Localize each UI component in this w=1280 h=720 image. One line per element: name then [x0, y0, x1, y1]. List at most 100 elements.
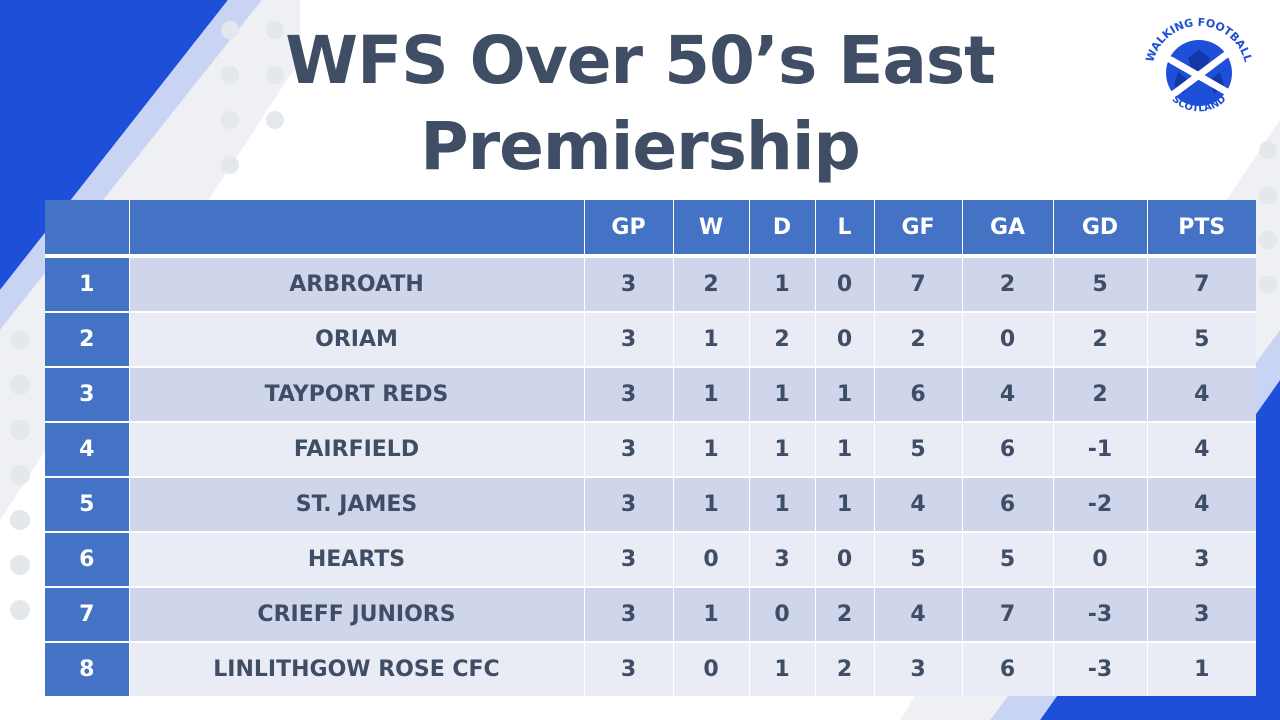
cell-gp: 3	[584, 531, 674, 587]
cell-pts: 5	[1147, 311, 1256, 367]
cell-pts: 3	[1147, 586, 1256, 642]
header-team	[129, 200, 585, 256]
table-row: 2 ORIAM 3 1 2 0 2 0 2 5	[45, 311, 1256, 367]
cell-gp: 3	[584, 476, 674, 532]
table-row: 1 ARBROATH 3 2 1 0 7 2 5 7	[45, 255, 1256, 312]
cell-team: ORIAM	[129, 311, 585, 367]
cell-gp: 3	[584, 255, 674, 312]
cell-d: 2	[749, 311, 816, 367]
header-ga: GA	[962, 200, 1054, 256]
cell-w: 0	[673, 531, 750, 587]
cell-gf: 5	[874, 531, 963, 587]
table-row: 8 LINLITHGOW ROSE CFC 3 0 1 2 3 6 -3 1	[45, 641, 1256, 696]
cell-pts: 4	[1147, 421, 1256, 477]
table-row: 7 CRIEFF JUNIORS 3 1 0 2 4 7 -3 3	[45, 586, 1256, 642]
cell-w: 1	[673, 476, 750, 532]
cell-w: 1	[673, 311, 750, 367]
cell-pts: 1	[1147, 641, 1256, 696]
header-l: L	[815, 200, 875, 256]
cell-d: 1	[749, 421, 816, 477]
cell-l: 1	[815, 421, 875, 477]
cell-gp: 3	[584, 641, 674, 696]
cell-w: 0	[673, 641, 750, 696]
dot-pattern	[10, 21, 1277, 620]
football-saltire-icon	[1166, 40, 1232, 106]
cell-l: 0	[815, 311, 875, 367]
cell-team: ST. JAMES	[129, 476, 585, 532]
header-gf: GF	[874, 200, 963, 256]
cell-d: 1	[749, 255, 816, 312]
cell-gd: 0	[1053, 531, 1148, 587]
cell-ga: 4	[962, 366, 1054, 422]
cell-w: 1	[673, 586, 750, 642]
cell-gf: 5	[874, 421, 963, 477]
cell-w: 1	[673, 421, 750, 477]
cell-gd: 2	[1053, 366, 1148, 422]
cell-ga: 6	[962, 476, 1054, 532]
walking-football-scotland-logo: WALKING FOOTBALL SCOTLAND	[1143, 16, 1254, 115]
cell-ga: 6	[962, 421, 1054, 477]
cell-team: HEARTS	[129, 531, 585, 587]
table-body: 1 ARBROATH 3 2 1 0 7 2 5 7 2 ORIAM 3 1 2 0 2 0 2 5 3 TAYPORT …	[45, 255, 1256, 696]
cell-gd: -1	[1053, 421, 1148, 477]
cell-pos: 1	[45, 255, 130, 312]
cell-l: 1	[815, 476, 875, 532]
cell-pts: 7	[1147, 255, 1256, 312]
cell-gf: 6	[874, 366, 963, 422]
cell-gd: -3	[1053, 586, 1148, 642]
cell-gf: 3	[874, 641, 963, 696]
cell-pos: 4	[45, 421, 130, 477]
cell-gp: 3	[584, 311, 674, 367]
cell-pos: 7	[45, 586, 130, 642]
header-gp: GP	[584, 200, 674, 256]
cell-pos: 3	[45, 366, 130, 422]
cell-ga: 0	[962, 311, 1054, 367]
header-w: W	[673, 200, 750, 256]
league-table: GP W D L GF GA GD PTS 1 ARBROATH 3 2 1 0 7 2 5 7 2…	[45, 200, 1256, 696]
header-d: D	[749, 200, 816, 256]
cell-gf: 4	[874, 586, 963, 642]
cell-gp: 3	[584, 586, 674, 642]
table-row: 4 FAIRFIELD 3 1 1 1 5 6 -1 4	[45, 421, 1256, 477]
cell-gf: 2	[874, 311, 963, 367]
header-position	[45, 200, 130, 256]
cell-pts: 4	[1147, 366, 1256, 422]
page-title: WFS Over 50’s East Premiership	[285, 22, 995, 185]
table-row: 6 HEARTS 3 0 3 0 5 5 0 3	[45, 531, 1256, 587]
cell-l: 0	[815, 255, 875, 312]
cell-d: 1	[749, 476, 816, 532]
cell-d: 3	[749, 531, 816, 587]
cell-gd: -3	[1053, 641, 1148, 696]
cell-ga: 2	[962, 255, 1054, 312]
cell-ga: 5	[962, 531, 1054, 587]
cell-d: 1	[749, 641, 816, 696]
cell-l: 1	[815, 366, 875, 422]
cell-d: 1	[749, 366, 816, 422]
cell-pos: 5	[45, 476, 130, 532]
cell-pts: 3	[1147, 531, 1256, 587]
cell-ga: 6	[962, 641, 1054, 696]
cell-gd: -2	[1053, 476, 1148, 532]
cell-l: 2	[815, 641, 875, 696]
cell-pos: 8	[45, 641, 130, 696]
cell-team: ARBROATH	[129, 255, 585, 312]
cell-pos: 2	[45, 311, 130, 367]
cell-l: 0	[815, 531, 875, 587]
cell-team: FAIRFIELD	[129, 421, 585, 477]
cell-gf: 7	[874, 255, 963, 312]
table-row: 5 ST. JAMES 3 1 1 1 4 6 -2 4	[45, 476, 1256, 532]
cell-gp: 3	[584, 421, 674, 477]
cell-l: 2	[815, 586, 875, 642]
cell-gf: 4	[874, 476, 963, 532]
table-row: 3 TAYPORT REDS 3 1 1 1 6 4 2 4	[45, 366, 1256, 422]
header-gd: GD	[1053, 200, 1148, 256]
table-header-row: GP W D L GF GA GD PTS	[45, 200, 1256, 256]
cell-team: LINLITHGOW ROSE CFC	[129, 641, 585, 696]
cell-gp: 3	[584, 366, 674, 422]
cell-d: 0	[749, 586, 816, 642]
cell-gd: 2	[1053, 311, 1148, 367]
cell-gd: 5	[1053, 255, 1148, 312]
cell-team: CRIEFF JUNIORS	[129, 586, 585, 642]
cell-pos: 6	[45, 531, 130, 587]
cell-w: 1	[673, 366, 750, 422]
